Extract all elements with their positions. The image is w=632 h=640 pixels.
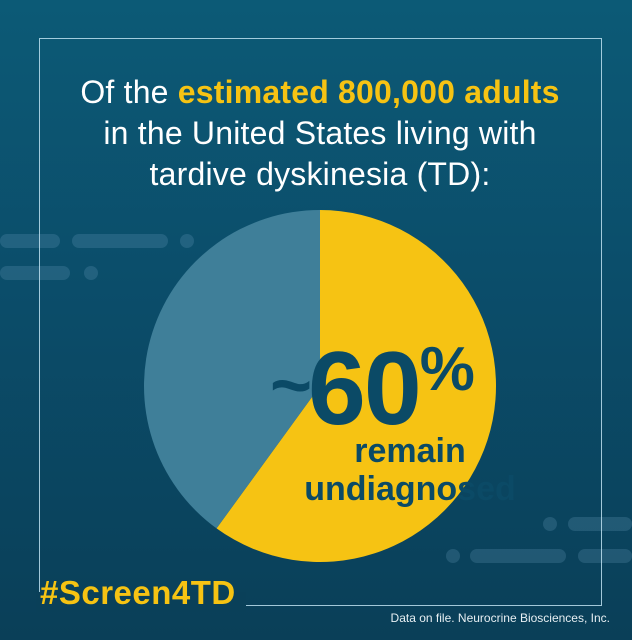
headline-line-3: tardive dyskinesia (TD): xyxy=(149,156,491,192)
decorative-pill xyxy=(470,549,566,563)
decorative-pill xyxy=(72,234,168,248)
decorative-pill xyxy=(0,234,60,248)
headline-prefix: Of the xyxy=(80,74,178,110)
stat-number: 60 xyxy=(308,331,422,447)
decorative-pill xyxy=(568,517,632,531)
frame-gap xyxy=(36,592,246,612)
decorative-dot xyxy=(84,266,98,280)
decorative-dot xyxy=(446,549,460,563)
headline-line-1: Of the estimated 800,000 adults xyxy=(40,72,600,113)
pie-slice-undiagnosed xyxy=(216,210,497,562)
stat-percent-sign: % xyxy=(419,335,475,404)
frame-border xyxy=(39,38,602,606)
pie-slice-remainder xyxy=(144,210,320,529)
headline: Of the estimated 800,000 adults in the U… xyxy=(40,72,600,195)
headline-highlight: estimated 800,000 adults xyxy=(177,74,560,110)
hashtag: #Screen4TD xyxy=(40,574,236,611)
stat-label-line-1: remain xyxy=(354,432,466,470)
footnote: Data on file. Neurocrine Biosciences, In… xyxy=(390,611,610,625)
decorative-dot xyxy=(543,517,557,531)
stat-tilde: ~ xyxy=(270,346,312,426)
decorative-dot xyxy=(180,234,194,248)
decorative-pill xyxy=(578,549,632,563)
stat-percentage: ~60% xyxy=(270,330,475,449)
decorative-pill xyxy=(0,266,70,280)
headline-line-2: in the United States living with xyxy=(103,115,537,151)
stat-label-line-2: undiagnosed xyxy=(304,470,516,508)
